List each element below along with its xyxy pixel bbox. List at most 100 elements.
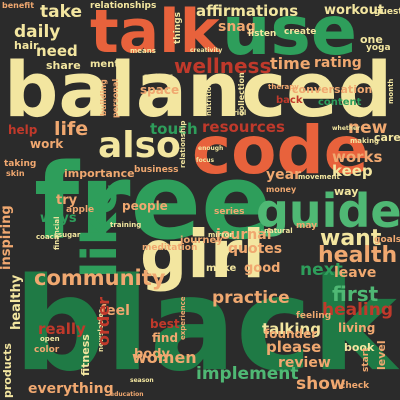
word-back: back (276, 95, 303, 106)
word-life: life (54, 118, 89, 140)
word-therapy: therapy (268, 83, 299, 91)
word-daily: daily (14, 22, 61, 42)
word-wellness: wellness (174, 54, 272, 78)
word-whether: whether (332, 125, 361, 132)
word-ways: ways (40, 211, 77, 226)
word-products: products (1, 343, 14, 398)
word-code: code (192, 112, 369, 189)
word-time: time (270, 54, 311, 73)
word-order: order (94, 296, 113, 346)
word-best: best (150, 317, 180, 331)
word-try: try (56, 193, 78, 208)
word-guide: guide (256, 184, 400, 238)
word-year: year (266, 167, 301, 183)
word-feeling: feeling (296, 311, 332, 321)
word-want: want (320, 226, 382, 251)
word-movement: movement (298, 173, 340, 181)
word-everything: everything (28, 381, 114, 397)
word-please: please (266, 338, 322, 356)
word-education: education (110, 391, 144, 398)
word-implement: implement (196, 364, 299, 384)
word-fitness: fitness (79, 334, 92, 376)
word-way: way (334, 185, 359, 198)
word-partners: partners (144, 73, 174, 80)
word-making: making (350, 137, 380, 145)
word-level: level (375, 340, 388, 370)
word-rating: rating (314, 55, 362, 71)
word-experience: experience (179, 296, 187, 340)
word-snag: snag (218, 19, 256, 35)
word-start: start (361, 347, 371, 372)
word-talk: talk (90, 0, 220, 67)
word-use: use (222, 0, 358, 71)
word-series: series (214, 207, 245, 217)
word-good: good (244, 261, 281, 276)
word-balanced: balanced (4, 45, 393, 134)
word-sugar: sugar (58, 231, 81, 239)
word-importance: importance (64, 167, 135, 180)
word-open: open (40, 335, 60, 343)
word-quotes: quotes (228, 241, 283, 257)
word-founder: founder (264, 327, 318, 341)
word-find: find (152, 331, 179, 345)
word-mental: mental (90, 59, 130, 70)
word-help: help (8, 123, 38, 137)
word-care: care (374, 131, 400, 144)
word-really: really (38, 320, 86, 338)
word-create: create (284, 27, 317, 37)
word-review: review (278, 355, 331, 371)
word-keep: keep (332, 162, 373, 180)
word-living: living (338, 321, 376, 335)
word-apple: apple (66, 205, 95, 215)
word-goals: goals (374, 235, 400, 245)
word-creativity: creativity (190, 47, 223, 54)
word-hair: hair (14, 39, 39, 52)
word-month: month (387, 78, 395, 104)
word-resources: resources (202, 118, 285, 136)
word-skin: skin (6, 169, 25, 178)
word-women: women (132, 348, 197, 367)
word-affirmations: affirmations (196, 2, 299, 20)
word-like: like (72, 181, 128, 278)
word-enough: enough (198, 145, 224, 152)
word-things: things (173, 11, 183, 44)
word-trial: trial (230, 109, 247, 117)
word-yoga: yoga (366, 43, 391, 53)
word-next: next (300, 260, 343, 280)
word-check: check (340, 381, 370, 391)
word-book: book (344, 341, 375, 354)
word-journal: journal (216, 227, 272, 243)
word-body: body (134, 347, 171, 362)
word-listen: listen (248, 29, 277, 39)
word-content: content (318, 97, 362, 108)
word-personal: personal (111, 78, 120, 118)
word-workout: workout (324, 3, 385, 18)
word-space: space (140, 83, 180, 97)
word-feel: feel (100, 303, 130, 319)
word-need: need (36, 42, 78, 60)
word-healthy: healthy (9, 274, 24, 330)
word-business: business (134, 165, 179, 175)
word-guest: guest (374, 7, 400, 17)
word-girl: girl (140, 216, 266, 293)
word-show: show (296, 374, 346, 394)
word-coach: coach (36, 233, 59, 241)
word-talking: talking (262, 320, 321, 338)
word-relationship: relationship (179, 120, 187, 168)
word-building: building (99, 79, 108, 116)
word-take: take (40, 2, 82, 22)
word-benefit: benefit (2, 1, 35, 10)
word-healing: healing (322, 300, 394, 320)
word-free: free (34, 141, 272, 263)
word-make: make (206, 263, 237, 274)
word-color: color (34, 345, 60, 355)
word-works: works (332, 148, 383, 166)
word-inspiring: inspiring (0, 205, 14, 270)
word-training: training (110, 221, 142, 229)
word-season: season (130, 377, 154, 384)
word-community: community (34, 266, 166, 290)
word-nutrition: nutrition (205, 81, 213, 116)
word-one: one (360, 33, 383, 46)
word-share: share (46, 59, 81, 72)
